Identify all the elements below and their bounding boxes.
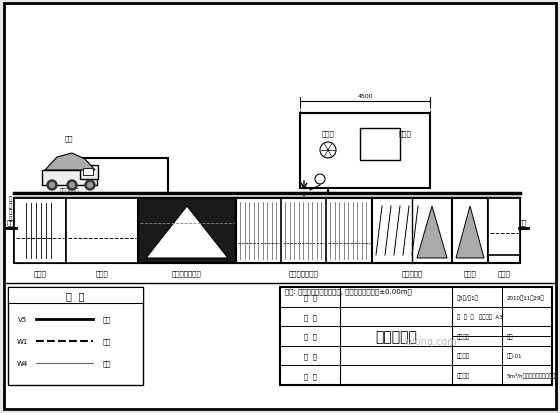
Text: 出水井: 出水井 — [498, 270, 510, 277]
Text: 复  方: 复 方 — [304, 333, 316, 339]
Bar — [14, 199, 520, 263]
Circle shape — [49, 183, 54, 188]
Bar — [280, 287, 552, 385]
Text: 比  例  无   图纸规格  A3: 比 例 无 图纸规格 A3 — [457, 314, 503, 319]
Text: 进水: 进水 — [7, 219, 15, 226]
Circle shape — [320, 142, 336, 159]
Bar — [138, 199, 236, 263]
Text: 工  艺: 工 艺 — [304, 352, 316, 359]
Text: 第5张/第1张: 第5张/第1张 — [457, 294, 479, 300]
Polygon shape — [417, 206, 447, 259]
Text: 阶段班级: 阶段班级 — [457, 333, 470, 339]
Bar — [360, 129, 400, 161]
Bar — [300, 114, 430, 189]
Circle shape — [69, 183, 74, 188]
Text: 施工: 施工 — [507, 333, 514, 339]
Text: 二沉池: 二沉池 — [464, 270, 477, 277]
Text: 渣泥车车拉运: 渣泥车车拉运 — [59, 188, 79, 193]
Text: 批  准: 批 准 — [304, 294, 316, 300]
Text: 风管: 风管 — [103, 338, 111, 344]
Text: 废料: 废料 — [65, 135, 73, 142]
Text: W4: W4 — [16, 360, 27, 366]
Circle shape — [87, 183, 92, 188]
Text: 图纸编制: 图纸编制 — [457, 353, 470, 358]
Text: 初沉池兼厂氧池: 初沉池兼厂氧池 — [172, 270, 202, 277]
Text: V5: V5 — [17, 316, 26, 322]
Text: 排放: 排放 — [103, 360, 111, 366]
Bar — [372, 199, 452, 263]
Text: lulonq.com: lulonq.com — [403, 336, 457, 346]
Polygon shape — [146, 206, 228, 259]
Text: 调节池: 调节池 — [96, 270, 109, 277]
Text: 出水: 出水 — [519, 219, 528, 226]
Text: 审  核: 审 核 — [304, 313, 316, 320]
Bar — [42, 171, 97, 185]
Text: 流程-01: 流程-01 — [507, 353, 522, 358]
Text: 2010年11月29日: 2010年11月29日 — [507, 294, 545, 300]
Text: 5m³/h生物接触氧化处理工程: 5m³/h生物接触氧化处理工程 — [507, 372, 556, 378]
Text: 生物接触氧化池: 生物接触氧化池 — [289, 270, 319, 277]
Text: 格栅井: 格栅井 — [34, 270, 46, 277]
Bar — [14, 199, 66, 263]
Circle shape — [85, 180, 95, 190]
Polygon shape — [456, 206, 484, 259]
Circle shape — [67, 180, 77, 190]
Text: 斜板沉淠池: 斜板沉淠池 — [402, 270, 423, 277]
Polygon shape — [45, 154, 95, 171]
Bar — [452, 199, 488, 263]
Text: 污
水
来
水: 污 水 来 水 — [8, 196, 12, 221]
Text: 责  任: 责 任 — [304, 372, 316, 379]
Bar — [8, 287, 143, 385]
Bar — [488, 199, 520, 255]
Text: 说明: 本图为工艺流程示意图, 设室外地面标高为±0.00m。: 说明: 本图为工艺流程示意图, 设室外地面标高为±0.00m。 — [285, 288, 412, 294]
Bar — [236, 199, 372, 263]
Text: 鼓风机: 鼓风机 — [321, 131, 334, 137]
Circle shape — [315, 175, 325, 185]
Bar — [66, 199, 138, 263]
Text: W1: W1 — [16, 338, 27, 344]
Bar — [80, 166, 98, 180]
Bar — [83, 169, 93, 176]
Bar — [8, 287, 143, 303]
Text: 项目名称: 项目名称 — [457, 373, 470, 378]
Text: 工艺流程图: 工艺流程图 — [375, 329, 417, 343]
Text: 泥管: 泥管 — [103, 316, 111, 323]
Circle shape — [47, 180, 57, 190]
Text: 4500: 4500 — [357, 94, 373, 99]
Text: 配电筱: 配电筱 — [399, 131, 412, 137]
Text: 图  例: 图 例 — [66, 290, 84, 300]
